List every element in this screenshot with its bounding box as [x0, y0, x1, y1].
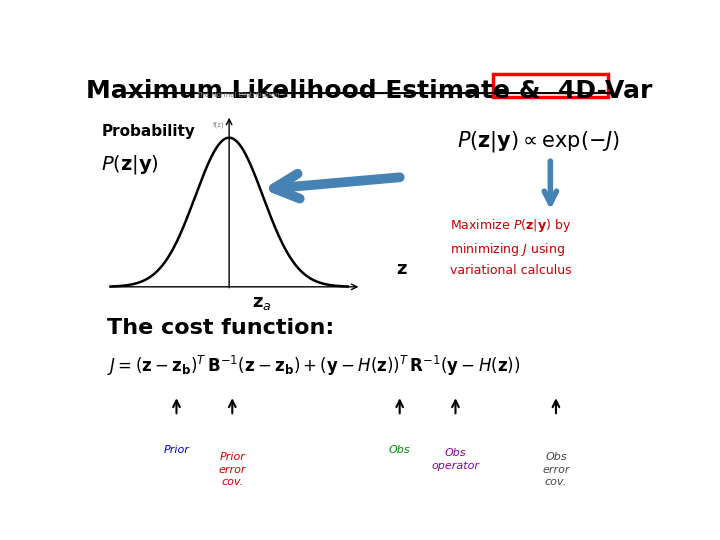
Text: Obs
operator: Obs operator	[431, 448, 480, 470]
Text: $\mathbf{z}_a$: $\mathbf{z}_a$	[252, 294, 271, 312]
Text: Maximum Likelihood Estimate &  4D-Var: Maximum Likelihood Estimate & 4D-Var	[86, 79, 652, 103]
Title: The Normal Distribution: The Normal Distribution	[196, 92, 279, 98]
Text: Maximize $P(\mathbf{z}|\mathbf{y})$ by
minimizing $J$ using
variational calculus: Maximize $P(\mathbf{z}|\mathbf{y})$ by m…	[450, 217, 572, 277]
Text: Obs: Obs	[389, 446, 410, 455]
Text: f(z): f(z)	[212, 121, 224, 127]
Text: Obs
error
cov.: Obs error cov.	[542, 453, 570, 487]
Text: $\mathbf{z}$: $\mathbf{z}$	[396, 260, 408, 279]
Text: Prior: Prior	[163, 446, 189, 455]
Text: $P(\mathbf{z}|\mathbf{y})$: $P(\mathbf{z}|\mathbf{y})$	[101, 153, 159, 176]
Text: $P(\mathbf{z}|\mathbf{y}) \propto \exp(-J)$: $P(\mathbf{z}|\mathbf{y}) \propto \exp(-…	[456, 129, 620, 154]
Text: Probability: Probability	[101, 124, 195, 139]
Text: The cost function:: The cost function:	[107, 319, 334, 339]
Text: $J = (\mathbf{z}-\mathbf{z_b})^T\,\mathbf{B}^{-1}(\mathbf{z}-\mathbf{z_b})+(\mat: $J = (\mathbf{z}-\mathbf{z_b})^T\,\mathb…	[107, 354, 520, 379]
Text: Prior
error
cov.: Prior error cov.	[219, 453, 246, 487]
